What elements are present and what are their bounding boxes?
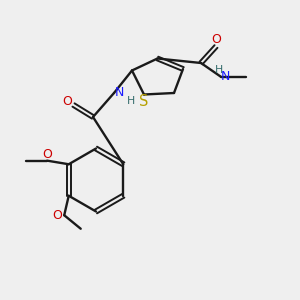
Text: H: H [126, 96, 135, 106]
Text: S: S [139, 94, 149, 110]
Text: O: O [62, 95, 72, 108]
Text: O: O [212, 33, 221, 46]
Text: O: O [53, 209, 63, 222]
Text: N: N [221, 70, 231, 83]
Text: H: H [215, 65, 223, 75]
Text: N: N [115, 86, 124, 100]
Text: O: O [42, 148, 52, 160]
